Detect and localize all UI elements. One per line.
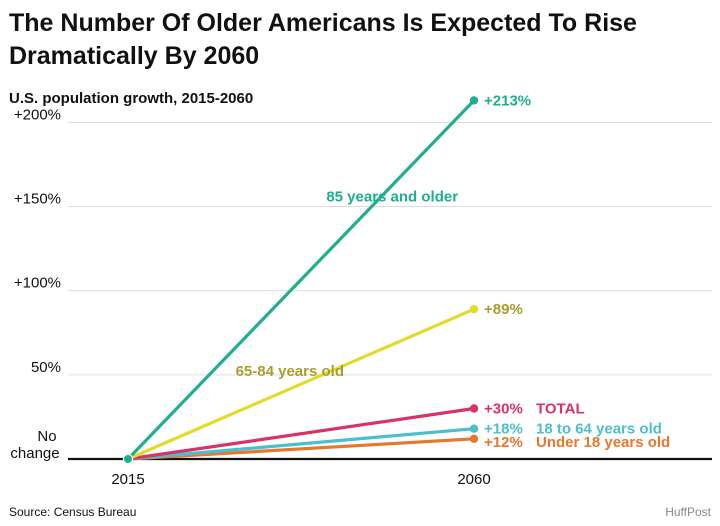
series-name-0: 85 years and older: [326, 188, 458, 205]
series-end-value-3: +18%: [484, 421, 523, 438]
chart-subtitle: U.S. population growth, 2015-2060: [9, 90, 253, 107]
series-line-2: [126, 406, 476, 461]
series-end-point-1: [469, 304, 479, 314]
series-name-3: 18 to 64 years old: [536, 421, 662, 438]
y-tick-label-0-line-1: No: [37, 428, 56, 445]
series-name-2: TOTAL: [536, 401, 585, 418]
x-tick-label-1: 2060: [457, 471, 490, 488]
y-tick-label-2: +100%: [14, 275, 61, 292]
y-tick-label-1: 50%: [31, 359, 61, 376]
credit-logo: HuffPost: [665, 505, 711, 519]
series-line-0: [126, 98, 476, 461]
series-start-point: [122, 453, 134, 465]
series-end-point-4: [469, 434, 479, 444]
x-tick-label-0: 2015: [111, 471, 144, 488]
chart-title-line-1: The Number Of Older Americans Is Expecte…: [9, 9, 637, 37]
series-name-4: Under 18 years old: [536, 434, 670, 451]
series-layer: [122, 96, 479, 465]
chart-title-line-2: Dramatically By 2060: [9, 42, 259, 70]
x-axis-ticks: 2015 2060: [111, 471, 490, 488]
series-end-value-0: +213%: [484, 92, 531, 109]
series-end-value-1: +89%: [484, 301, 523, 318]
series-end-point-0: [469, 96, 479, 105]
series-end-point-3: [469, 424, 479, 433]
series-line-3: [126, 427, 476, 461]
y-tick-label-0-line-2: change: [10, 445, 59, 462]
series-end-point-2: [469, 404, 479, 413]
series-line-1: [126, 307, 476, 461]
series-line-4: [126, 437, 476, 461]
series-end-value-4: +12%: [484, 434, 523, 451]
y-tick-label-4: +200%: [14, 106, 61, 123]
source-note: Source: Census Bureau: [9, 505, 136, 519]
series-name-1: 65-84 years old: [236, 363, 344, 380]
series-end-value-2: +30%: [484, 401, 523, 418]
label-layer: +213% 85 years and older +89% 65-84 years o…: [236, 92, 671, 450]
grid-layer: [68, 121, 712, 376]
y-tick-label-3: +150%: [14, 191, 61, 208]
